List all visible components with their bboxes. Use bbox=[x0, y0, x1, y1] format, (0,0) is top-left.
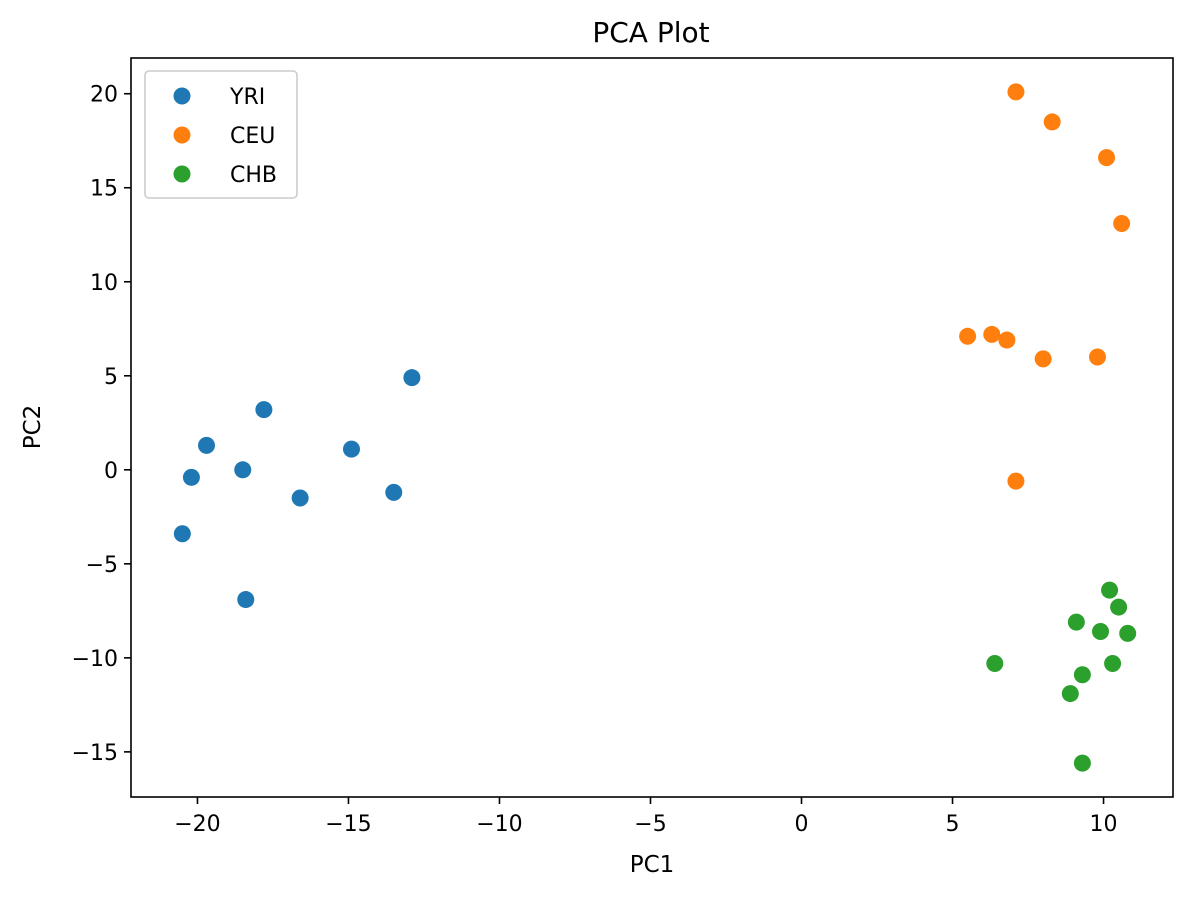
x-axis-label: PC1 bbox=[630, 852, 675, 878]
point-ceu-1 bbox=[1043, 113, 1061, 131]
y-tick-label: 0 bbox=[104, 459, 118, 484]
y-tick-label: −15 bbox=[72, 741, 118, 766]
legend-marker-ceu bbox=[173, 126, 191, 144]
point-chb-2 bbox=[1067, 613, 1085, 631]
data-points bbox=[173, 83, 1137, 772]
point-chb-4 bbox=[1119, 624, 1137, 642]
x-tick-label: −15 bbox=[325, 812, 371, 837]
point-yri-9 bbox=[237, 591, 255, 609]
legend-marker-chb bbox=[173, 165, 191, 183]
point-yri-8 bbox=[173, 525, 191, 543]
y-tick-label: −5 bbox=[86, 553, 118, 578]
point-ceu-5 bbox=[983, 325, 1001, 343]
legend-label-ceu: CEU bbox=[230, 124, 275, 149]
y-tick-label: 10 bbox=[90, 271, 118, 296]
point-yri-2 bbox=[198, 436, 216, 454]
point-ceu-6 bbox=[998, 331, 1016, 349]
x-axis: −20 −15 −10 −5 0 5 10 bbox=[174, 797, 1118, 837]
chart-title: PCA Plot bbox=[592, 16, 709, 49]
point-chb-9 bbox=[1073, 754, 1091, 772]
x-tick-label: −5 bbox=[634, 812, 666, 837]
legend: YRI CEU CHB bbox=[144, 70, 298, 199]
point-yri-5 bbox=[182, 468, 200, 486]
y-axis: −15 −10 −5 0 5 10 15 20 bbox=[72, 83, 131, 766]
x-tick-label: −10 bbox=[476, 812, 522, 837]
point-yri-7 bbox=[385, 483, 403, 501]
point-ceu-2 bbox=[1098, 149, 1116, 167]
y-tick-label: 15 bbox=[90, 177, 118, 202]
point-yri-0 bbox=[403, 369, 421, 387]
point-yri-3 bbox=[342, 440, 360, 458]
point-chb-6 bbox=[1104, 654, 1122, 672]
point-chb-0 bbox=[1101, 581, 1119, 599]
x-tick-label: −20 bbox=[174, 812, 220, 837]
point-ceu-0 bbox=[1007, 83, 1025, 101]
point-chb-5 bbox=[986, 654, 1004, 672]
y-axis-label: PC2 bbox=[20, 405, 46, 450]
legend-marker-yri bbox=[173, 87, 191, 105]
point-ceu-3 bbox=[1113, 214, 1131, 232]
legend-label-yri: YRI bbox=[229, 85, 265, 110]
point-ceu-4 bbox=[959, 327, 977, 345]
point-yri-6 bbox=[291, 489, 309, 507]
legend-label-chb: CHB bbox=[230, 163, 277, 188]
point-yri-1 bbox=[255, 401, 273, 419]
point-ceu-7 bbox=[1034, 350, 1052, 368]
point-ceu-9 bbox=[1007, 472, 1025, 490]
point-chb-3 bbox=[1092, 623, 1110, 641]
x-tick-label: 0 bbox=[795, 812, 809, 837]
x-tick-label: 10 bbox=[1090, 812, 1118, 837]
y-tick-label: −10 bbox=[72, 647, 118, 672]
point-chb-1 bbox=[1110, 598, 1128, 616]
plot-area-frame bbox=[130, 57, 1174, 798]
point-chb-8 bbox=[1061, 685, 1079, 703]
point-ceu-8 bbox=[1088, 348, 1106, 366]
y-tick-label: 5 bbox=[104, 365, 118, 390]
point-chb-7 bbox=[1073, 666, 1091, 684]
point-yri-4 bbox=[234, 461, 252, 479]
y-tick-label: 20 bbox=[90, 83, 118, 108]
x-tick-label: 5 bbox=[946, 812, 960, 837]
